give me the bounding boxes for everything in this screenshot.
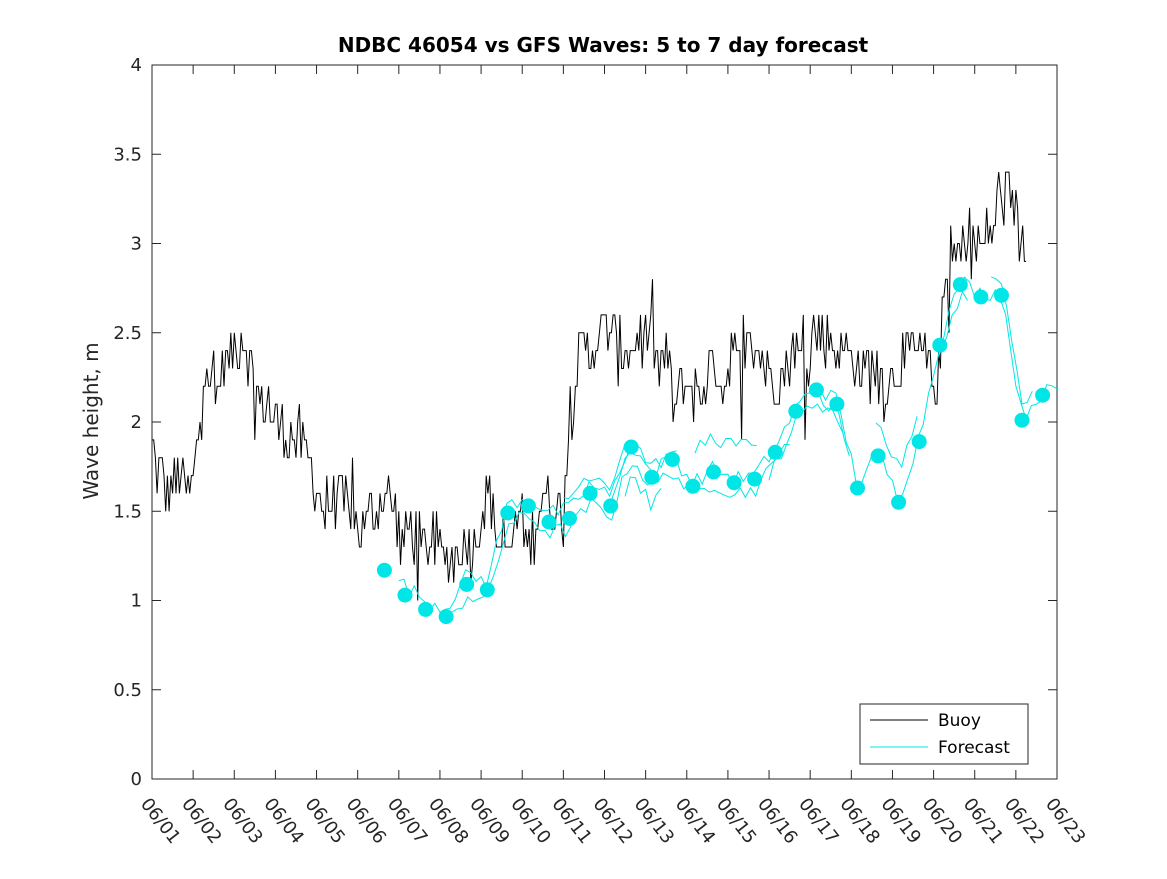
- forecast-marker: [623, 439, 639, 455]
- forecast-marker: [808, 382, 824, 398]
- legend-label: Buoy: [938, 711, 981, 731]
- forecast-fragment-line: [624, 476, 662, 512]
- y-axis-label: Wave height, m: [79, 342, 103, 499]
- forecast-marker: [952, 277, 968, 293]
- forecast-marker: [541, 514, 557, 530]
- forecast-marker: [891, 494, 907, 510]
- buoy-series-line: [152, 171, 1027, 601]
- forecast-marker: [726, 475, 742, 491]
- forecast-marker: [850, 480, 865, 496]
- forecast-marker: [747, 471, 763, 487]
- y-tick-label: 3.5: [113, 144, 142, 165]
- forecast-marker: [438, 609, 454, 625]
- forecast-marker: [870, 448, 886, 464]
- legend-box: [859, 703, 1029, 765]
- forecast-fragment-line: [875, 416, 918, 469]
- forecast-fragment-line: [941, 290, 968, 350]
- y-tick-label: 2: [131, 412, 142, 433]
- forecast-marker: [685, 478, 701, 494]
- forecast-marker: [520, 498, 536, 514]
- forecast-fragment-line: [694, 432, 757, 454]
- forecast-marker: [788, 403, 804, 419]
- forecast-marker: [973, 289, 989, 305]
- forecast-marker: [479, 582, 495, 598]
- forecast-marker: [932, 337, 948, 353]
- forecast-marker: [706, 464, 721, 480]
- forecast-marker: [644, 469, 660, 485]
- forecast-marker: [376, 562, 392, 578]
- chart-title: NDBC 46054 vs GFS Waves: 5 to 7 day fore…: [338, 33, 869, 57]
- forecast-marker: [664, 452, 680, 467]
- y-tick-label: 0.5: [113, 680, 142, 701]
- y-tick-label: 3: [131, 234, 142, 255]
- forecast-marker: [1035, 387, 1051, 403]
- forecast-marker: [994, 287, 1009, 303]
- y-tick-label: 2.5: [113, 323, 142, 344]
- forecast-fragment-line: [990, 276, 1033, 405]
- forecast-marker: [459, 576, 475, 592]
- forecast-marker: [397, 587, 413, 603]
- forecast-marker: [1014, 412, 1030, 428]
- legend-label: Forecast: [938, 738, 1010, 758]
- forecast-marker: [603, 498, 619, 514]
- legend: Buoy Forecast: [859, 703, 1029, 765]
- forecast-marker: [500, 505, 516, 521]
- y-tick-label: 1.5: [113, 501, 142, 522]
- forecast-marker: [562, 510, 577, 526]
- forecast-marker: [418, 601, 434, 617]
- y-tick-label: 1: [131, 591, 142, 612]
- forecast-marker: [829, 396, 845, 412]
- y-tick-label: 0: [131, 769, 142, 790]
- y-tick-label: 4: [131, 55, 142, 76]
- forecast-marker: [582, 485, 598, 501]
- forecast-marker: [911, 434, 927, 450]
- forecast-fragment-line: [563, 443, 626, 500]
- forecast-marker: [767, 444, 783, 460]
